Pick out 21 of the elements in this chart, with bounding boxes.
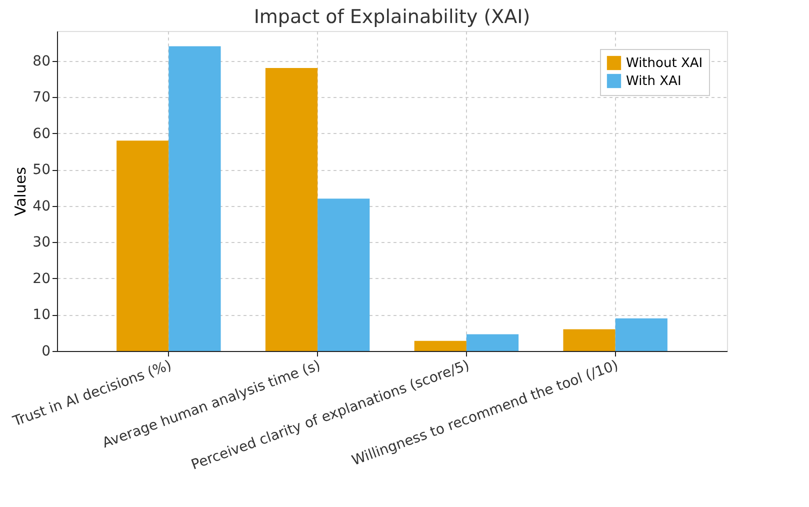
bar — [318, 198, 370, 351]
bar — [265, 68, 318, 351]
bar — [466, 334, 519, 351]
bar — [168, 46, 221, 351]
bar — [414, 340, 466, 351]
legend-label: Without XAI — [626, 56, 703, 71]
bar — [615, 318, 668, 351]
y-tick-label: 10 — [32, 307, 50, 324]
y-tick-label: 30 — [32, 234, 50, 251]
bar — [116, 140, 169, 351]
y-tick-label: 50 — [32, 162, 50, 178]
y-tick-label: 0 — [42, 344, 50, 360]
y-axis-title: Values — [12, 166, 30, 216]
y-tick-label: 20 — [32, 270, 50, 287]
y-tick-label: 70 — [32, 90, 50, 106]
y-tick-label: 80 — [32, 53, 50, 70]
bar — [563, 329, 616, 351]
y-tick-label: 40 — [32, 198, 50, 214]
legend-label: With XAI — [626, 74, 682, 89]
chart-title: Impact of Explainability (XAI) — [254, 6, 530, 28]
y-tick-label: 60 — [32, 126, 50, 142]
